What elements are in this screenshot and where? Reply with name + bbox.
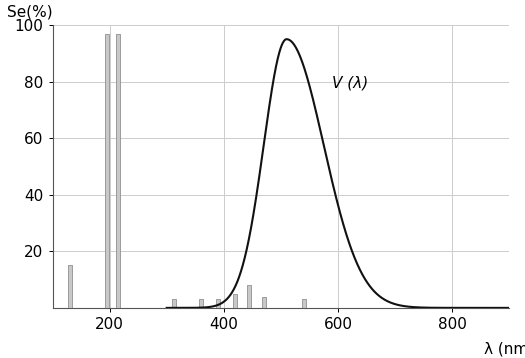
Bar (216, 299, 220, 308)
Text: V (λ): V (λ) (332, 75, 369, 90)
Bar (68, 266, 71, 308)
Bar (199, 299, 203, 308)
Bar (233, 294, 237, 308)
X-axis label: λ (nm): λ (nm) (484, 342, 525, 357)
Bar (116, 34, 120, 308)
Bar (105, 34, 109, 308)
Text: Se(%): Se(%) (7, 4, 52, 19)
Bar (247, 285, 251, 308)
Bar (172, 299, 176, 308)
Bar (262, 296, 266, 308)
Bar (302, 299, 306, 308)
